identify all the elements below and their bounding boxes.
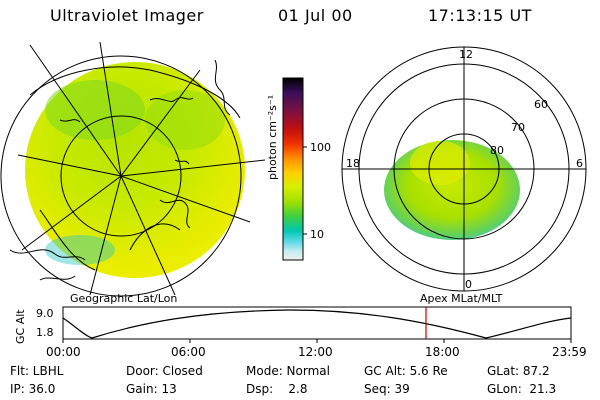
- mlat-label-60: 60: [534, 98, 548, 111]
- mlat-label-70: 70: [511, 121, 525, 134]
- mlat-label-80: 80: [490, 144, 504, 157]
- mlt-label-12: 12: [459, 48, 473, 61]
- gc-alt-status: GC Alt: 5.6 Re: [364, 364, 448, 378]
- colorbar-tick-100: 100: [310, 141, 331, 154]
- filter-status: Flt: LBHL: [10, 364, 64, 378]
- observation-time: 17:13:15 UT: [428, 6, 532, 25]
- instrument-title: Ultraviolet Imager: [50, 6, 204, 25]
- lat-circle-inner: [60, 115, 182, 237]
- altitude-xtick-0000: 00:00: [46, 345, 81, 359]
- glon-status: GLon: 21.3: [487, 382, 557, 396]
- colorbar-tick-10: 10: [310, 228, 324, 241]
- lat-circle-outer: [0, 55, 242, 297]
- altitude-ytick-9: 9.0: [36, 307, 54, 320]
- altitude-xtick-1200: 12:00: [298, 345, 333, 359]
- geographic-image-panel: [0, 41, 266, 297]
- mlt-label-6: 6: [576, 157, 583, 170]
- altitude-xtick-2359: 23:59: [552, 345, 587, 359]
- altitude-xtick-0600: 06:00: [171, 345, 206, 359]
- polar-mlt-panel: [341, 46, 587, 292]
- geographic-panel-label: Geographic Lat/Lon: [70, 292, 178, 305]
- mode-status: Mode: Normal: [246, 364, 330, 378]
- mlt-label-18: 18: [346, 157, 360, 170]
- color-scale-bar: [282, 77, 307, 261]
- seq-status: Seq: 39: [364, 382, 410, 396]
- dsp-status: Dsp: 2.8: [246, 382, 308, 396]
- door-status: Door: Closed: [126, 364, 203, 378]
- ip-status: IP: 36.0: [10, 382, 56, 396]
- glat-status: GLat: 87.2: [487, 364, 550, 378]
- mlt-label-0: 0: [465, 278, 472, 291]
- observation-date: 01 Jul 00: [278, 6, 353, 25]
- gain-status: Gain: 13: [126, 382, 177, 396]
- altitude-curve: [62, 309, 572, 339]
- altitude-ytick-1-8: 1.8: [36, 326, 54, 339]
- apex-panel-label: Apex MLat/MLT: [420, 292, 503, 305]
- altitude-xtick-1800: 18:00: [425, 345, 460, 359]
